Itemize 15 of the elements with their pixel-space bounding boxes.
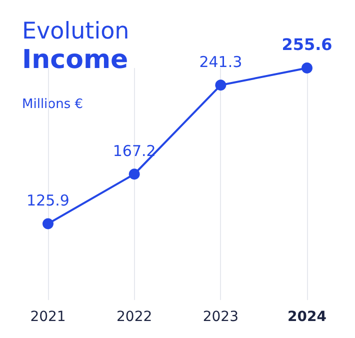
x-tick-label: 2022: [116, 309, 152, 325]
point: [302, 62, 312, 74]
x-tick-label: 2023: [202, 309, 238, 325]
data-label: 125.9: [26, 192, 70, 210]
chart-title: Evolution: [22, 18, 130, 44]
x-tick-label: 2024: [288, 309, 327, 325]
data-label: 255.6: [282, 35, 332, 54]
y-axis-title: Millions €: [22, 97, 84, 112]
chart-subtitle: Income: [22, 45, 128, 75]
point: [42, 218, 54, 230]
data-label: 167.2: [112, 142, 156, 160]
point: [215, 80, 226, 91]
x-tick-label: 2021: [30, 309, 66, 325]
data-label: 241.3: [199, 53, 242, 72]
point: [128, 168, 140, 180]
